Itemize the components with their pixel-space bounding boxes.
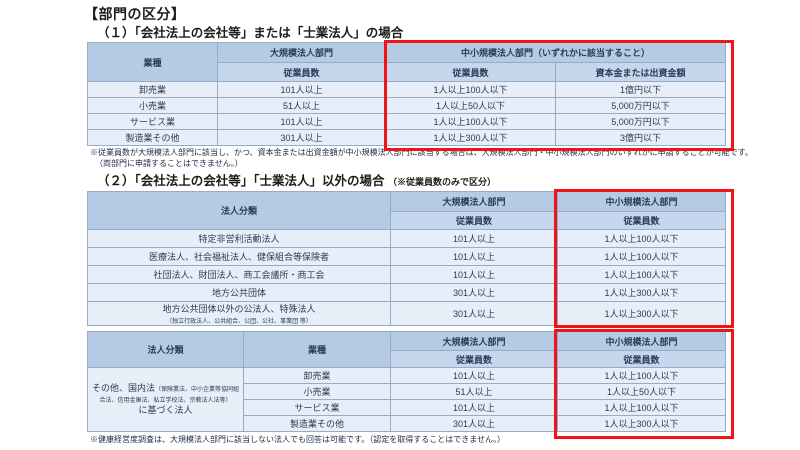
col-header-employees-large: 従業員数 xyxy=(217,62,386,82)
large-employees-cell: 101人以上 xyxy=(217,81,386,98)
industry-cell: サービス業 xyxy=(243,399,391,416)
table-row: 製造業その他 301人以上 1人以上300人以下 xyxy=(88,415,726,432)
large-employees-cell: 301人以上 xyxy=(217,129,386,146)
industry-cell: 小売業 xyxy=(243,383,391,400)
industry-cell: 卸売業 xyxy=(243,367,391,384)
class-cell-tail: に基づく法人 xyxy=(138,405,193,415)
section2-footnote: ※健康経営度調査は、大規模法人部門に該当しない法人でも回答は可能です。（認定を取… xyxy=(90,435,505,444)
large-employees-cell: 101人以上 xyxy=(217,113,386,130)
small-employees-cell: 1人以上300人以下 xyxy=(557,283,726,302)
industry-cell: 卸売業 xyxy=(87,81,218,98)
capital-cell: 5,000万円以下 xyxy=(554,97,727,114)
table-row: その他、国内法（保険業法、中小企業等協同組合法、信用金庫法、私立学校法、宗教法人… xyxy=(87,367,726,432)
class-cell-note: （独立行政法人、公共組合、公団、公社、事業団 等） xyxy=(166,319,312,325)
class-cell-main: その他、国内法 xyxy=(91,383,155,393)
class-cell-main: 地方公共団体以外の公法人、特殊法人 xyxy=(162,304,316,314)
small-employees-cell: 1人以上300人以下 xyxy=(385,129,556,146)
section1-heading: （１）「会社法上の会社等」または「士業法人」の場合 xyxy=(97,26,404,40)
col-header-industry: 業種 xyxy=(243,331,391,368)
col-header-employees-small: 従業員数 xyxy=(557,350,726,368)
col-header-employees-small: 従業員数 xyxy=(557,211,726,230)
table-row: サービス業 101人以上 1人以上100人以下 5,000万円以下 xyxy=(87,113,727,130)
capital-cell: 5,000万円以下 xyxy=(554,113,727,130)
section2-heading-note: （※従業員数のみで区分） xyxy=(388,177,497,187)
table-row: 小売業 51人以上 1人以上50人以下 xyxy=(88,383,726,400)
small-employees-cell: 1人以上100人以下 xyxy=(557,265,726,284)
industry-cell: 小売業 xyxy=(87,97,218,114)
large-employees-cell: 301人以上 xyxy=(390,415,558,432)
table-row: 地方公共団体以外の公法人、特殊法人 （独立行政法人、公共組合、公団、公社、事業団 … xyxy=(87,301,726,326)
capital-cell: 1億円以下 xyxy=(554,81,727,98)
small-employees-cell: 1人以上100人以下 xyxy=(385,81,556,98)
large-employees-cell: 301人以上 xyxy=(390,301,558,326)
col-header-employees-large: 従業員数 xyxy=(390,350,558,368)
large-employees-cell: 101人以上 xyxy=(390,229,558,248)
table-row: 社団法人、財団法人、商工会議所・商工会 101人以上 1人以上100人以下 xyxy=(87,265,726,284)
table-row: 地方公共団体 301人以上 1人以上300人以下 xyxy=(87,283,726,302)
table-row: 特定非営利活動法人 101人以上 1人以上100人以下 xyxy=(87,229,726,248)
col-header-class: 法人分類 xyxy=(87,331,244,368)
small-employees-cell: 1人以上50人以下 xyxy=(557,383,726,400)
small-employees-cell: 1人以上100人以下 xyxy=(557,399,726,416)
col-header-capital: 資本金または出資金額 xyxy=(554,62,727,82)
table-header-row: 業種 大規模法人部門 中小規模法人部門（いずれかに該当すること） xyxy=(87,42,727,82)
class-cell-note: （保険業法、中小企業等協同組合法、信用金庫法、私立学校法、宗教法人法等） xyxy=(99,387,240,404)
table-row: 医療法人、社会福祉法人、健保組合等保険者 101人以上 1人以上100人以下 xyxy=(87,247,726,266)
col-header-small-division: 中小規模法人部門 xyxy=(557,191,726,212)
table-header-row: 法人分類 業種 大規模法人部門 中小規模法人部門 xyxy=(87,331,726,368)
table-row: サービス業 101人以上 1人以上100人以下 xyxy=(88,399,726,416)
table-row: 小売業 51人以上 1人以上50人以下 5,000万円以下 xyxy=(87,97,727,114)
large-employees-cell: 101人以上 xyxy=(390,247,558,266)
table-subheader-row: 従業員数 従業員数 xyxy=(88,350,726,368)
col-header-industry: 業種 xyxy=(87,42,218,82)
section1-note-line1: ※従業員数が大規模法人部門に該当し、かつ、資本金または出資金額が中小規模法人部門… xyxy=(90,148,753,157)
table-row: 卸売業 101人以上 1人以上100人以下 1億円以下 xyxy=(87,81,727,98)
small-employees-cell: 1人以上100人以下 xyxy=(557,367,726,384)
section2-heading: （２）「会社法上の会社等」「士業法人」以外の場合 （※従業員数のみで区分） xyxy=(97,170,496,189)
large-employees-cell: 101人以上 xyxy=(390,265,558,284)
large-employees-cell: 101人以上 xyxy=(390,399,558,416)
class-cell: 地方公共団体以外の公法人、特殊法人 （独立行政法人、公共組合、公団、公社、事業団 … xyxy=(87,301,391,326)
col-header-class: 法人分類 xyxy=(87,191,391,230)
col-header-large-division: 大規模法人部門 xyxy=(390,331,558,351)
col-header-small-division: 中小規模法人部門（いずれかに該当すること） xyxy=(384,42,727,63)
section2-heading-text: （２）「会社法上の会社等」「士業法人」以外の場合 xyxy=(97,174,385,188)
industry-cell: 製造業その他 xyxy=(243,415,391,432)
class-cell: 地方公共団体 xyxy=(87,283,391,302)
large-employees-cell: 51人以上 xyxy=(390,383,558,400)
col-header-employees-small: 従業員数 xyxy=(385,62,556,82)
col-header-employees-large: 従業員数 xyxy=(390,211,558,230)
section1-note-line2: （両部門に申請することはできません。） xyxy=(95,159,243,168)
col-header-large-division: 大規模法人部門 xyxy=(390,191,558,212)
capital-cell: 3億円以下 xyxy=(554,129,727,146)
table-row: 製造業その他 301人以上 1人以上300人以下 3億円以下 xyxy=(87,129,727,146)
class-cell: 医療法人、社会福祉法人、健保組合等保険者 xyxy=(87,247,391,266)
small-employees-cell: 1人以上300人以下 xyxy=(557,301,726,326)
class-cell: 社団法人、財団法人、商工会議所・商工会 xyxy=(87,265,391,284)
large-employees-cell: 51人以上 xyxy=(217,97,386,114)
small-employees-cell: 1人以上100人以下 xyxy=(557,229,726,248)
table-other-domestic-law: 法人分類 業種 大規模法人部門 中小規模法人部門 従業員数 従業員数 その他、国… xyxy=(87,331,726,432)
industry-cell: 製造業その他 xyxy=(87,129,218,146)
table-company-law: 業種 大規模法人部門 中小規模法人部門（いずれかに該当すること） 従業員数 従業… xyxy=(87,42,727,146)
small-employees-cell: 1人以上300人以下 xyxy=(557,415,726,432)
table-other-corporations: 法人分類 大規模法人部門 中小規模法人部門 従業員数 従業員数 特定非営利活動法… xyxy=(87,191,726,326)
class-cell: 特定非営利活動法人 xyxy=(87,229,391,248)
table-header-row: 法人分類 大規模法人部門 中小規模法人部門 xyxy=(87,191,726,230)
small-employees-cell: 1人以上100人以下 xyxy=(385,113,556,130)
industry-cell: サービス業 xyxy=(87,113,218,130)
small-employees-cell: 1人以上100人以下 xyxy=(557,247,726,266)
class-cell: その他、国内法（保険業法、中小企業等協同組合法、信用金庫法、私立学校法、宗教法人… xyxy=(87,367,244,432)
small-employees-cell: 1人以上50人以下 xyxy=(385,97,556,114)
col-header-small-division: 中小規模法人部門 xyxy=(557,331,726,351)
page-title: 【部門の区分】 xyxy=(84,6,186,22)
col-header-large-division: 大規模法人部門 xyxy=(217,42,386,63)
large-employees-cell: 301人以上 xyxy=(390,283,558,302)
large-employees-cell: 101人以上 xyxy=(390,367,558,384)
